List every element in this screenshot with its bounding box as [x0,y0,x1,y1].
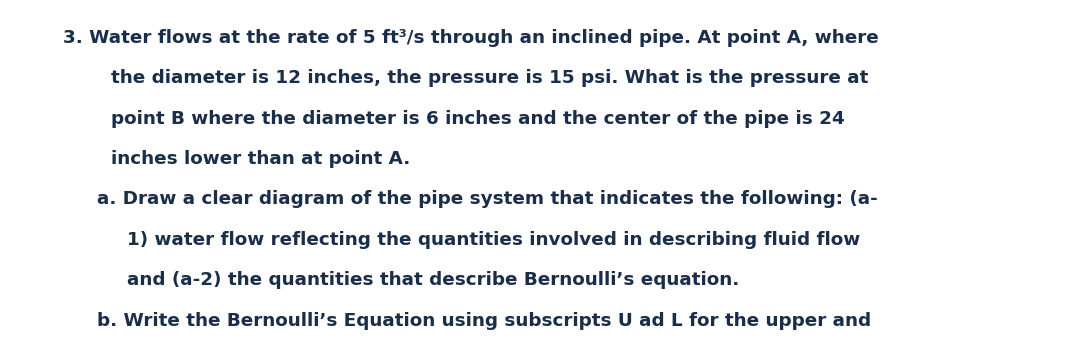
Text: point B where the diameter is 6 inches and the center of the pipe is 24: point B where the diameter is 6 inches a… [111,110,845,128]
Text: the diameter is 12 inches, the pressure is 15 psi. What is the pressure at: the diameter is 12 inches, the pressure … [111,69,868,88]
Text: a. Draw a clear diagram of the pipe system that indicates the following: (a-: a. Draw a clear diagram of the pipe syst… [97,190,878,209]
Text: inches lower than at point A.: inches lower than at point A. [111,150,410,168]
Text: b. Write the Bernoulli’s Equation using subscripts U ad L for the upper and: b. Write the Bernoulli’s Equation using … [97,312,872,330]
Text: and (a-2) the quantities that describe Bernoulli’s equation.: and (a-2) the quantities that describe B… [127,271,740,289]
Text: 3. Water flows at the rate of 5 ft³/s through an inclined pipe. At point A, wher: 3. Water flows at the rate of 5 ft³/s th… [63,29,878,47]
Text: 1) water flow reflecting the quantities involved in describing fluid flow: 1) water flow reflecting the quantities … [127,231,861,249]
